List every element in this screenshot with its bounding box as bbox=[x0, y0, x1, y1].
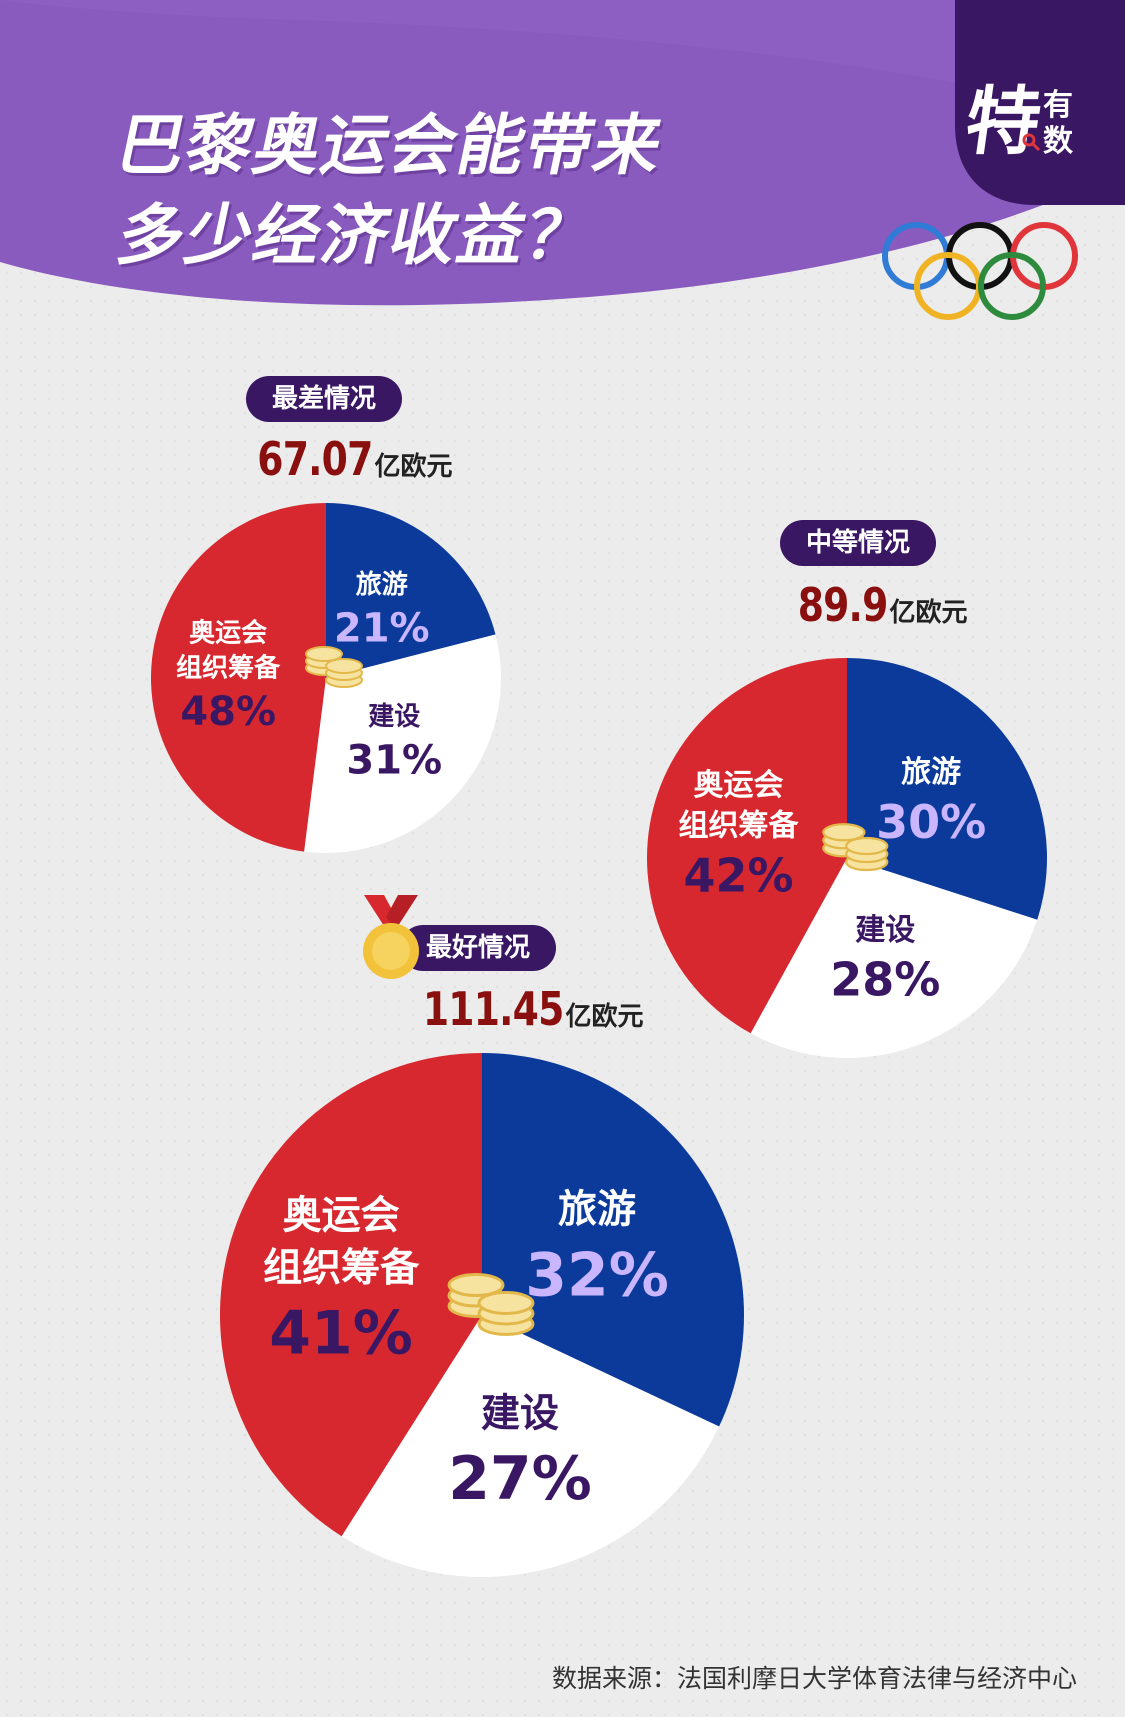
pie-best-slice-organization bbox=[220, 1053, 482, 1537]
gold-medal-icon bbox=[363, 895, 419, 979]
pie-medium-slice-organization bbox=[647, 658, 847, 1034]
pie-best-pct-organization: 41% bbox=[269, 1299, 413, 1369]
pie-worst-pct-tourism: 21% bbox=[334, 606, 430, 652]
pie-worst-label-organization-1: 奥运会 bbox=[189, 617, 267, 648]
pie-worst-slice-tourism bbox=[326, 503, 496, 678]
amount-worst-value: 67.07 bbox=[257, 432, 373, 486]
pie-worst-pct-organization: 48% bbox=[180, 689, 276, 735]
pie-worst-slice-organization bbox=[151, 503, 326, 852]
pie-worst-label-organization-2: 组织筹备 bbox=[176, 652, 281, 683]
source-text: 数据来源：法国利摩日大学体育法律与经济中心 bbox=[551, 1664, 1077, 1693]
pie-medium-label-organization-2: 组织筹备 bbox=[679, 809, 800, 844]
amount-medium: 89.9亿欧元 bbox=[778, 578, 968, 632]
pie-medium-slice-tourism bbox=[847, 658, 1047, 920]
amount-medium-unit: 亿欧元 bbox=[889, 598, 968, 628]
scenario-label-worst: 最差情况 bbox=[246, 376, 403, 422]
scenario-label-medium: 中等情况 bbox=[780, 520, 937, 566]
coin-stack-icon-medium bbox=[822, 823, 889, 872]
pie-best-pct-construction: 27% bbox=[448, 1444, 592, 1514]
pie-medium-slice-construction bbox=[750, 858, 1038, 1058]
amount-worst-unit: 亿欧元 bbox=[374, 452, 453, 482]
brand-small-char-1: 有 bbox=[1043, 88, 1073, 123]
pie-medium-pct-construction: 28% bbox=[830, 953, 940, 1007]
pie-best-label-construction: 建设 bbox=[481, 1391, 559, 1436]
brand-small-char-2: 数 bbox=[1043, 124, 1073, 159]
amount-medium-value: 89.9 bbox=[797, 578, 889, 632]
pie-best-slice-tourism bbox=[482, 1053, 744, 1427]
pie-best-label-organization-1: 奥运会 bbox=[283, 1193, 400, 1238]
pie-worst-pct-construction: 31% bbox=[346, 738, 442, 784]
pie-best-pct-tourism: 32% bbox=[525, 1240, 669, 1310]
source-note: 数据来源：法国利摩日大学体育法律与经济中心 bbox=[552, 1659, 1077, 1695]
olympic-rings-icon bbox=[882, 222, 1078, 320]
pie-best-slice-construction bbox=[341, 1315, 720, 1577]
pie-medium-label-organization-1: 奥运会 bbox=[694, 768, 784, 803]
pie-medium-label-tourism: 旅游 bbox=[901, 755, 961, 790]
amount-best-unit: 亿欧元 bbox=[565, 1002, 644, 1032]
coin-stack-icon-worst bbox=[305, 646, 363, 688]
pie-best-label-tourism: 旅游 bbox=[558, 1188, 636, 1233]
scenario-label-best: 最好情况 bbox=[400, 925, 557, 971]
pie-best-label-organization-2: 组织筹备 bbox=[263, 1246, 420, 1291]
pie-worst-label-tourism: 旅游 bbox=[356, 570, 408, 600]
coin-stack-icon-best bbox=[447, 1273, 535, 1336]
magnifier-icon bbox=[1022, 133, 1041, 152]
brand-badge: 特 有 数 bbox=[915, 0, 1125, 210]
pie-medium-pct-tourism: 30% bbox=[876, 795, 986, 849]
pie-medium-label-construction: 建设 bbox=[855, 913, 915, 948]
pie-worst-slice-construction bbox=[304, 634, 501, 853]
pie-worst-label-construction: 建设 bbox=[368, 702, 420, 732]
header-banner bbox=[0, 0, 1125, 306]
amount-best: 111.45亿欧元 bbox=[392, 982, 644, 1036]
amount-best-value: 111.45 bbox=[422, 982, 564, 1036]
pie-medium-pct-organization: 42% bbox=[683, 848, 793, 902]
amount-worst: 67.07亿欧元 bbox=[232, 432, 453, 486]
